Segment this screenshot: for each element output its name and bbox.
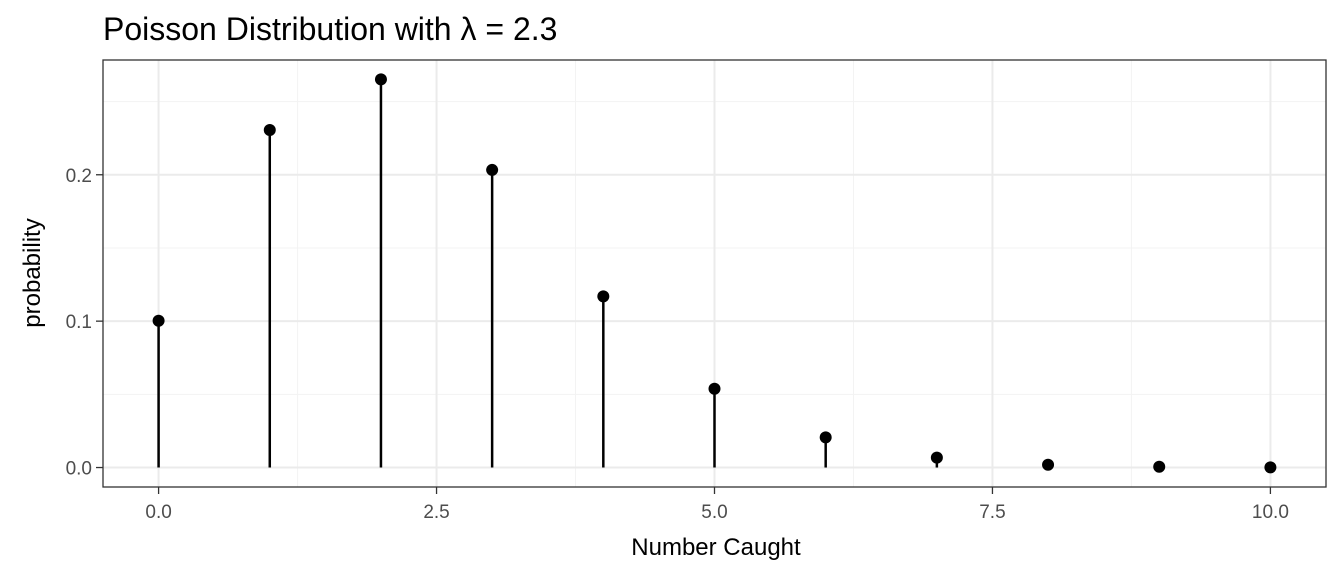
points	[152, 73, 1277, 474]
data-point	[597, 290, 610, 303]
data-point	[1264, 461, 1277, 474]
x-axis: 0.0 2.5 5.0 7.5 10.0	[145, 487, 1289, 523]
data-point	[1042, 458, 1055, 471]
data-point	[374, 73, 387, 86]
x-tick-label: 2.5	[423, 502, 449, 523]
data-point	[819, 431, 832, 444]
x-tick-label: 5.0	[701, 502, 727, 523]
x-tick-label: 10.0	[1252, 502, 1289, 523]
y-axis: 0.0 0.1 0.2	[66, 166, 103, 480]
y-axis-label: probability	[19, 218, 46, 327]
data-point	[152, 314, 165, 327]
data-point	[1153, 460, 1166, 473]
y-tick-label: 0.1	[66, 312, 92, 333]
x-tick-label: 7.5	[979, 502, 1005, 523]
data-point	[930, 451, 943, 464]
data-point	[486, 163, 499, 176]
data-point	[708, 382, 721, 395]
y-tick-label: 0.2	[66, 166, 92, 187]
x-axis-label: Number Caught	[631, 534, 801, 561]
x-tick-label: 0.0	[145, 502, 171, 523]
data-point	[263, 123, 276, 136]
chart-title: Poisson Distribution with λ = 2.3	[103, 11, 557, 47]
y-tick-label: 0.0	[66, 459, 92, 480]
